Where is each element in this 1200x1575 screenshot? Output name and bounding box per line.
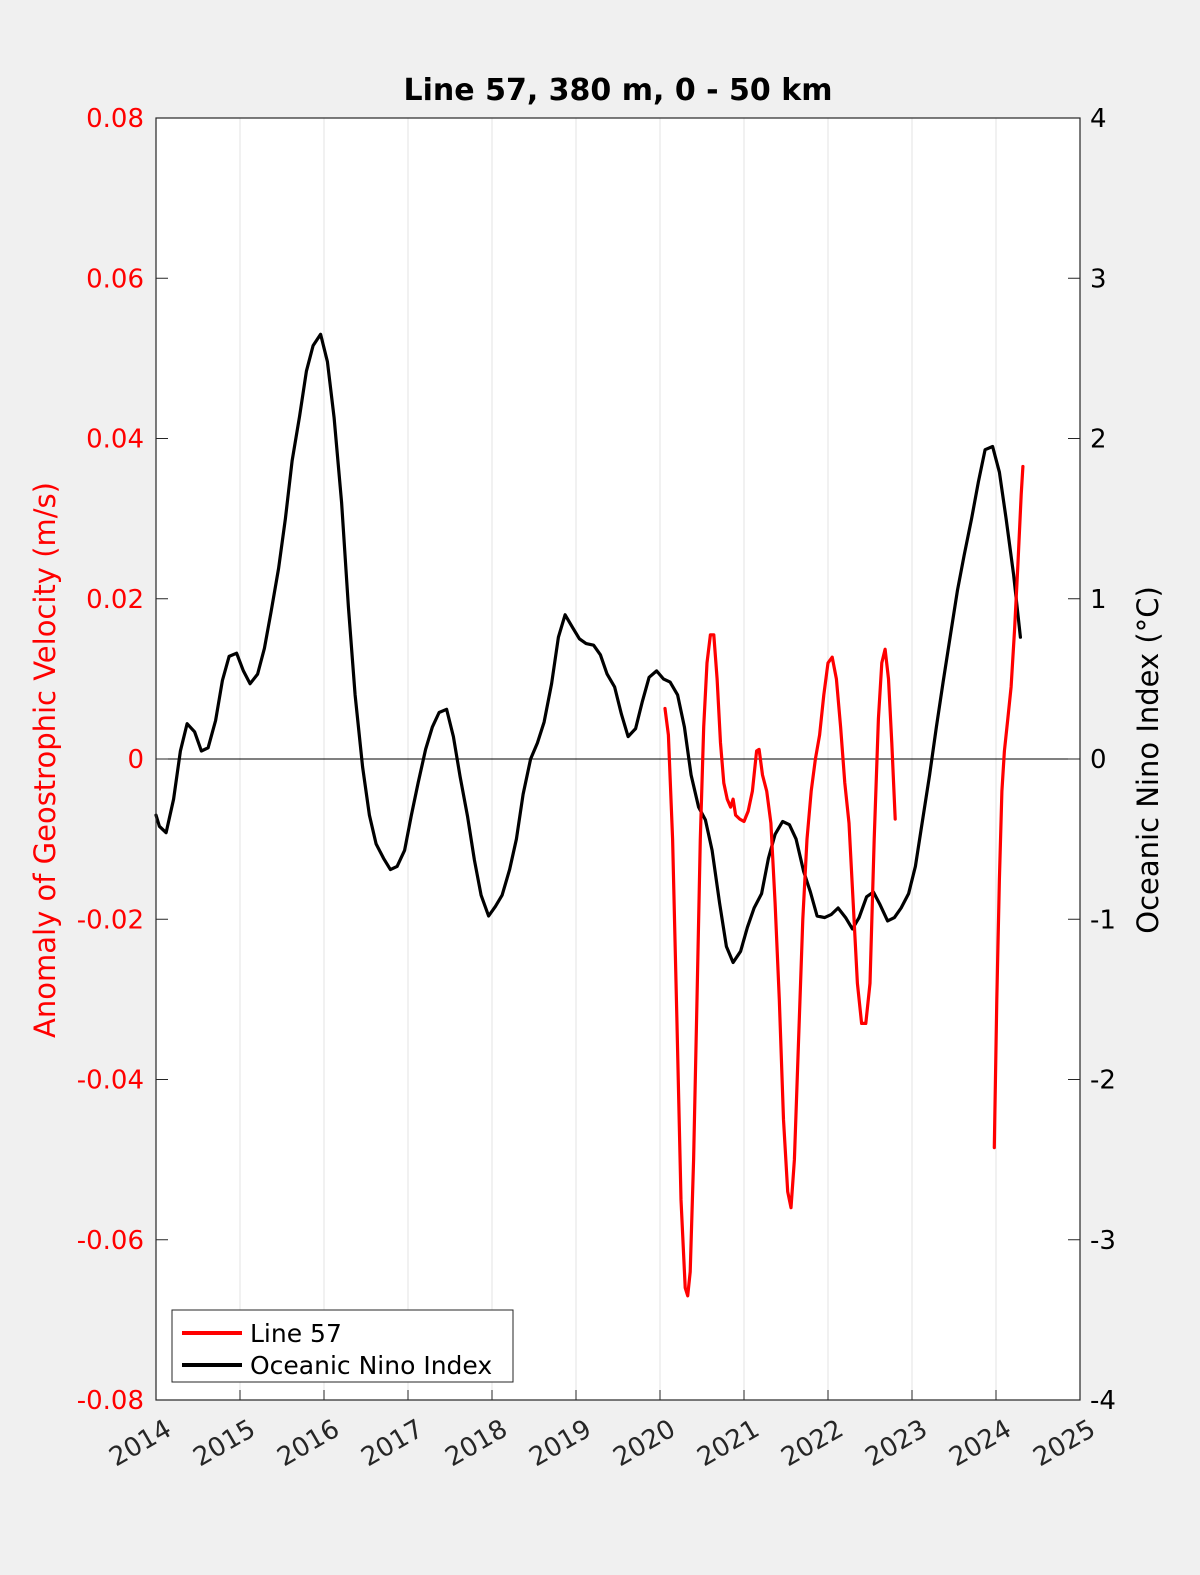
legend-label-line57: Line 57 — [250, 1319, 342, 1348]
left-y-tick-label: -0.02 — [77, 905, 144, 935]
legend[interactable]: Line 57 Oceanic Nino Index — [171, 1309, 514, 1383]
x-tick-label: 2015 — [188, 1414, 260, 1473]
series-line-line57 — [663, 633, 897, 1298]
right-y-tick-label: 3 — [1090, 264, 1107, 294]
right-y-tick-label: 2 — [1090, 425, 1107, 455]
right-y-tick-label: 0 — [1090, 745, 1107, 775]
x-tick-label: 2016 — [272, 1414, 344, 1473]
x-axis: 2014 2015 2016 2017 2018 2019 2020 2021 2022 2023… — [104, 1390, 1101, 1473]
x-tick-label: 2019 — [524, 1414, 596, 1473]
chart-title: Line 57, 380 m, 0 - 50 km — [404, 73, 833, 108]
x-tick-label: 2025 — [1028, 1414, 1100, 1473]
x-tick-label: 2023 — [860, 1414, 932, 1473]
right-y-tick-label: 1 — [1090, 585, 1107, 615]
right-y-tick-label: -3 — [1090, 1226, 1116, 1256]
right-axis: 4 3 2 1 0 -1 -2 -3 -4 — [1068, 104, 1116, 1416]
right-y-tick-label: -4 — [1090, 1386, 1116, 1416]
x-tick-label: 2024 — [944, 1414, 1016, 1473]
left-y-tick-label: -0.06 — [77, 1226, 144, 1256]
left-y-tick-label: -0.04 — [77, 1066, 144, 1096]
right-y-tick-label: -2 — [1090, 1066, 1116, 1096]
left-y-tick-label: 0.02 — [86, 585, 144, 615]
x-tick-label: 2022 — [776, 1414, 848, 1473]
right-axis-label: Oceanic Nino Index (°C) — [1131, 586, 1165, 934]
right-y-tick-label: 4 — [1090, 104, 1107, 134]
series-layer — [154, 332, 1025, 1298]
x-tick-label: 2021 — [692, 1414, 764, 1473]
right-y-tick-label: -1 — [1090, 905, 1116, 935]
series-line-oni — [154, 332, 1022, 965]
x-tick-label: 2018 — [440, 1414, 512, 1473]
left-axis: 0.08 0.06 0.04 0.02 0 -0.02 -0.04 -0.06 -0.08 — [77, 104, 168, 1416]
series-line-line57 — [992, 464, 1025, 1150]
x-tick-label: 2014 — [104, 1414, 176, 1473]
x-tick-label: 2020 — [608, 1414, 680, 1473]
legend-label-oni: Oceanic Nino Index — [250, 1351, 492, 1380]
left-axis-label: Anomaly of Geostrophic Velocity (m/s) — [28, 482, 62, 1038]
left-y-tick-label: 0 — [127, 745, 144, 775]
left-y-tick-label: 0.04 — [86, 425, 144, 455]
left-y-tick-label: -0.08 — [77, 1386, 144, 1416]
left-y-tick-label: 0.08 — [86, 104, 144, 134]
left-y-tick-label: 0.06 — [86, 264, 144, 294]
legend-box — [171, 1309, 514, 1383]
x-tick-label: 2017 — [356, 1414, 428, 1473]
